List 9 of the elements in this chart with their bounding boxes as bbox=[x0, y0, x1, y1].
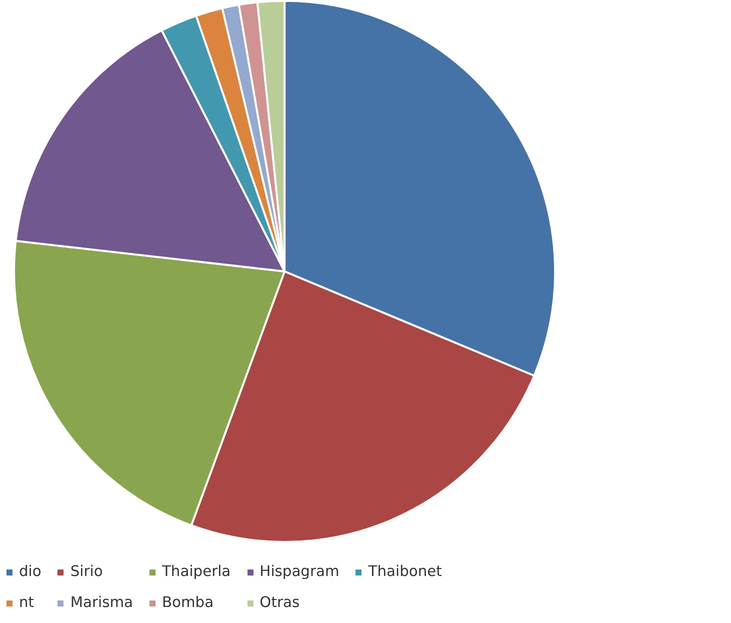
legend-label: Bomba bbox=[162, 594, 214, 611]
legend-label: Sirio bbox=[70, 563, 103, 580]
legend-label: Otras bbox=[260, 594, 300, 611]
legend-label: nt bbox=[19, 594, 36, 611]
legend-label: dio bbox=[19, 563, 42, 580]
legend-label: Thaiperla bbox=[162, 563, 231, 580]
legend-label: Marisma bbox=[70, 594, 133, 611]
legend-label: Thaibonet bbox=[368, 563, 442, 580]
legend-label: Hispagram bbox=[260, 563, 340, 580]
